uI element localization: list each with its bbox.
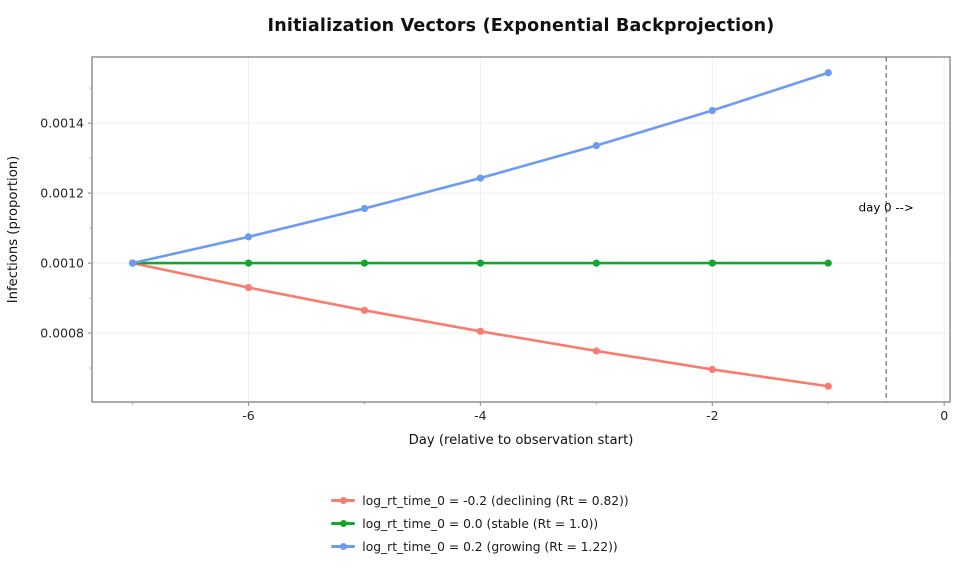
data-point-growing [128,259,137,267]
day-zero-annotation: day 0 --> [859,200,914,214]
x-axis-tick-label: 0 [940,408,948,423]
legend-item-stable: log_rt_time_0 = 0.0 (stable (Rt = 1.0)) [331,512,628,535]
legend-label: log_rt_time_0 = -0.2 (declining (Rt = 0.… [362,493,629,508]
x-axis-label: Day (relative to observation start) [409,433,634,448]
data-point-declining [244,283,253,292]
data-point-declining [476,327,485,335]
x-axis-tick-label: -4 [474,408,487,423]
chart-title: Initialization Vectors (Exponential Back… [267,16,775,36]
legend-dot [339,520,347,527]
y-axis-tick-label: 0.0008 [40,325,84,340]
legend-item-growing: log_rt_time_0 = 0.2 (growing (Rt = 1.22)… [331,535,628,558]
data-point-growing [708,106,716,115]
legend-label: log_rt_time_0 = 0.2 (growing (Rt = 1.22)… [362,539,618,554]
data-point-declining [708,365,716,374]
legend-line-marker-icon [331,495,356,507]
data-point-growing [476,174,485,182]
plot-area: day 0 --> -6 -4 -2 0 0.0008 0.0010 0.0012 0.0014… [6,56,951,448]
legend-dot [339,497,347,504]
legend-items: log_rt_time_0 = -0.2 (declining (Rt = 0.… [331,489,629,558]
data-point-stable [824,259,832,267]
y-axis-label: Infections (proportion) [6,156,21,304]
y-axis-tick-label: 0.0014 [40,115,84,130]
legend-line-marker-icon [331,518,356,530]
plot-border [91,56,951,403]
data-point-growing [824,69,832,77]
data-point-declining [360,306,369,314]
legend-dot [339,543,347,550]
x-axis-tick-label: -6 [242,408,255,423]
data-point-growing [244,233,253,241]
data-point-growing [360,204,369,213]
y-axis-tick-label: 0.0010 [40,255,84,270]
legend-line-marker-icon [331,541,356,553]
data-point-stable [476,259,485,267]
x-axis-tick-label: -2 [706,408,718,423]
legend-label: log_rt_time_0 = 0.0 (stable (Rt = 1.0)) [362,516,599,531]
data-point-declining [592,347,600,355]
legend-item-declining: log_rt_time_0 = -0.2 (declining (Rt = 0.… [331,489,629,512]
y-axis-tick-label: 0.0012 [40,185,84,200]
data-point-stable [592,259,600,267]
data-point-stable [360,259,369,267]
data-point-declining [824,382,832,390]
legend: log_rt_time_0 = -0.2 (declining (Rt = 0.… [0,489,960,558]
data-point-growing [592,141,600,150]
data-point-stable [244,259,253,267]
data-point-stable [708,259,716,267]
